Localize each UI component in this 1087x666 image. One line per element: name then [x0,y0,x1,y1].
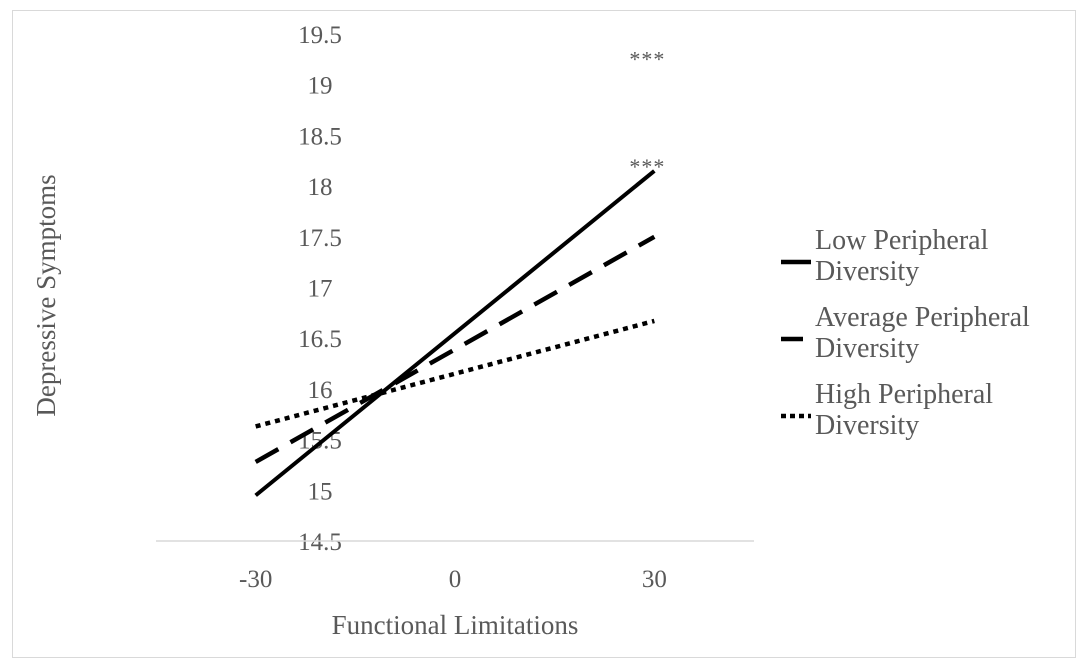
y-tick-label: 19.5 [298,22,342,49]
series-line-low [254,169,656,497]
y-tick-label: 14.5 [298,529,342,556]
x-axis-ticks: -30 0 30 [239,566,667,593]
y-tick-label: 16.5 [298,326,342,353]
y-tick-label: 17 [308,276,333,303]
y-tick-label: 19 [308,73,333,100]
y-tick-label: 18.5 [298,123,342,150]
legend-label: High Peripheral [815,379,993,410]
y-tick-label: 18 [308,174,333,201]
y-tick-label: 16 [308,377,333,404]
chart-frame: 14.5 15 15.5 16 16.5 17 17.5 18 18.5 19 19.5 -30 0 3… [12,10,1076,658]
significance-annotations: *** *** [629,46,665,179]
legend-label: Average Peripheral [815,302,1030,333]
significance-marker: *** [629,46,665,71]
legend-label: Diversity [815,256,919,287]
significance-marker: *** [629,154,665,179]
x-axis-title: Functional Limitations [332,610,579,640]
series-line-average [254,234,656,464]
y-tick-label: 15 [308,478,333,505]
x-tick-label: -30 [239,566,272,593]
x-tick-label: 30 [642,566,667,593]
x-tick-label: 0 [449,566,462,593]
y-axis-title: Depressive Symptoms [31,174,61,416]
legend-label: Diversity [815,410,919,441]
y-tick-label: 17.5 [298,225,342,252]
legend-label: Diversity [815,333,919,364]
series-line-high [255,318,655,429]
legend-label: Low Peripheral [815,225,989,256]
series-lines [254,169,656,497]
